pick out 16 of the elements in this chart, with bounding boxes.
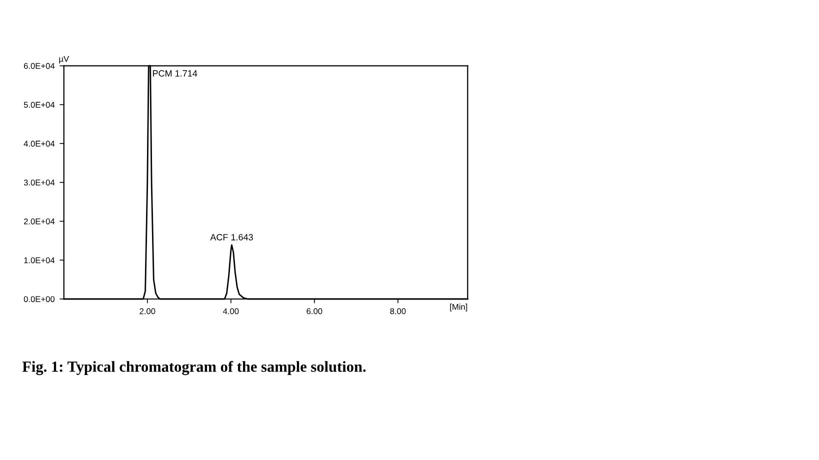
annotation: PCM 1.714 [152, 70, 198, 77]
y-tick-label: 0.0E+00 [24, 296, 55, 302]
y-tick-label: 5.0E+04 [24, 102, 55, 108]
x-tick-label: 6.00 [306, 308, 322, 314]
x-tick-label: 2.00 [140, 308, 156, 314]
y-tick-label: 1.0E+04 [24, 257, 55, 264]
y-tick-label: 3.0E+04 [24, 180, 55, 186]
y-axis-title: µV [59, 56, 70, 64]
y-tick-label: 2.0E+04 [24, 218, 55, 224]
y-tick-label: 6.0E+04 [24, 62, 55, 69]
y-tick-label: 4.0E+04 [24, 140, 55, 147]
caption: Fig. 1: Typical chromatogram of the sample solution. [22, 360, 366, 376]
x-axis-title: [Min] [450, 304, 468, 312]
annotation: ACF 1.643 [210, 234, 253, 240]
x-tick-label: 8.00 [390, 308, 406, 314]
x-tick-label: 4.00 [222, 308, 239, 314]
